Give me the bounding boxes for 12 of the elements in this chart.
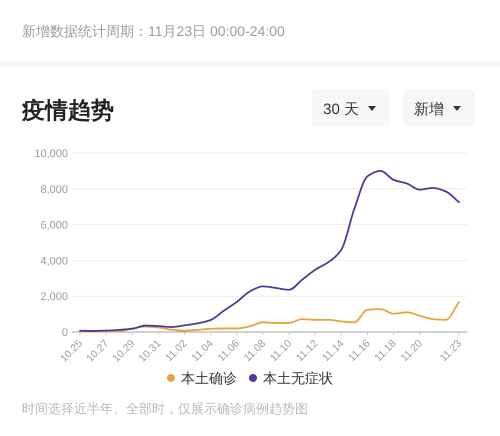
legend: 本土确诊 本土无症状 bbox=[167, 370, 333, 386]
footnote: 时间选择近半年、全部时，仅展示确诊病例趋势图 bbox=[22, 401, 308, 416]
legend-label: 本土无症状 bbox=[263, 370, 333, 386]
ytick-label: 8,000 bbox=[40, 184, 68, 196]
header-text: 新增数据统计周期：11月23日 00:00-24:00 bbox=[22, 23, 285, 39]
legend-label: 本土确诊 bbox=[181, 370, 237, 386]
ytick-label: 6,000 bbox=[40, 220, 68, 232]
ytick-label: 4,000 bbox=[40, 255, 68, 268]
title: 疫情趋势 bbox=[22, 97, 114, 123]
ytick-label: 10,000 bbox=[34, 148, 68, 160]
ytick-label: 0 bbox=[62, 327, 68, 339]
ytick-label: 2,000 bbox=[40, 291, 68, 304]
